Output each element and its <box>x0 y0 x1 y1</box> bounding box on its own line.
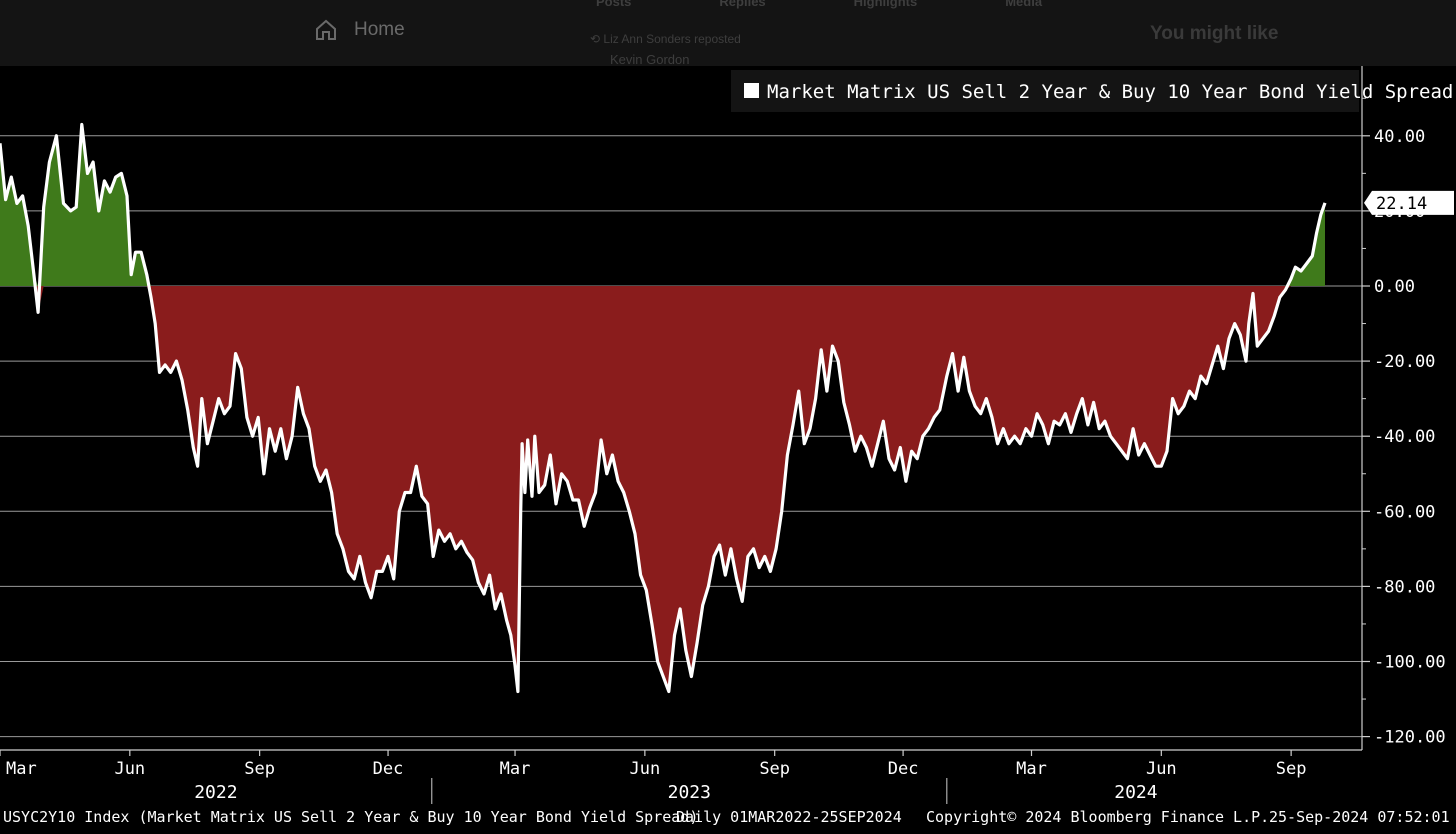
x-tick-label: Dec <box>373 759 404 779</box>
background-header: Home Posts Replies Highlights Media ⟲ Li… <box>0 0 1456 67</box>
chart-footer: USYC2Y10 Index (Market Matrix US Sell 2 … <box>0 806 1456 830</box>
y-tick-label: -120.00 <box>1374 728 1446 748</box>
y-tick-label: -20.00 <box>1374 352 1435 372</box>
year-labels: 2022 2023 2024 <box>194 778 1158 804</box>
legend-box <box>731 70 1359 112</box>
tab-highlights[interactable]: Highlights <box>853 0 918 9</box>
legend-swatch <box>744 83 759 98</box>
repost-icon: ⟲ <box>590 32 604 46</box>
y-tick-label: 40.00 <box>1374 127 1425 147</box>
x-tick-label: Jun <box>114 759 145 779</box>
legend-label: Market Matrix US Sell 2 Year & Buy 10 Ye… <box>767 81 1453 103</box>
year-label: 2023 <box>668 782 711 803</box>
x-tick-label: Jun <box>630 759 661 779</box>
post-author[interactable]: Kevin Gordon <box>610 52 690 67</box>
tab-posts[interactable]: Posts <box>596 0 632 9</box>
last-value-tag-shape <box>1364 190 1454 215</box>
footer-timestamp: 25-Sep-2024 07:52:01 <box>1269 808 1450 826</box>
home-icon <box>316 19 336 40</box>
x-tick-label: Mar <box>500 759 531 779</box>
x-axis-ticks: Mar Jun Sep Dec Mar Jun Sep Dec Mar Jun Sep <box>0 750 1306 779</box>
home-label: Home <box>354 19 405 40</box>
y-tick-label: 0.00 <box>1374 277 1415 297</box>
y-tick-label: -100.00 <box>1374 653 1446 673</box>
yield-spread-chart: 40.0020.000.00-20.00-40.00-60.00-80.00-1… <box>0 66 1454 804</box>
year-label: 2022 <box>194 782 237 803</box>
x-tick-label: Sep <box>1276 759 1307 779</box>
grid-lines <box>0 135 1362 738</box>
spread-series-line <box>0 122 1327 694</box>
positive-spread-area <box>0 124 1325 286</box>
y-tick-label: -40.00 <box>1374 427 1435 447</box>
x-tick-label: Sep <box>244 759 275 779</box>
legend: Market Matrix US Sell 2 Year & Buy 10 Ye… <box>731 70 1453 112</box>
footer-index-description: USYC2Y10 Index (Market Matrix US Sell 2 … <box>3 808 699 826</box>
footer-period: Daily 01MAR2022-25SEP2024 <box>676 808 902 826</box>
repost-line: ⟲ Liz Ann Sonders reposted <box>590 32 741 46</box>
y-tick-label: -60.00 <box>1374 502 1435 522</box>
y-tick-label: -80.00 <box>1374 577 1435 597</box>
you-might-like-heading: You might like <box>1150 23 1279 44</box>
year-label: 2024 <box>1114 782 1157 803</box>
x-tick-label: Dec <box>888 759 919 779</box>
profile-tabs: Posts Replies Highlights Media <box>596 0 1042 9</box>
tab-replies[interactable]: Replies <box>719 0 766 9</box>
x-tick-label: Mar <box>1016 759 1047 779</box>
negative-spread-area <box>0 286 1325 692</box>
x-tick-label: Sep <box>759 759 790 779</box>
last-value-label: 22.14 <box>1376 194 1427 214</box>
footer-copyright: Copyright© 2024 Bloomberg Finance L.P. <box>926 808 1270 826</box>
x-tick-label: Jun <box>1146 759 1177 779</box>
home-nav[interactable]: Home <box>314 18 405 42</box>
repost-text: Liz Ann Sonders reposted <box>603 32 741 46</box>
x-tick-label: Mar <box>6 759 37 779</box>
tab-media[interactable]: Media <box>1005 0 1043 9</box>
last-value-tag: 22.14 <box>1364 190 1454 215</box>
